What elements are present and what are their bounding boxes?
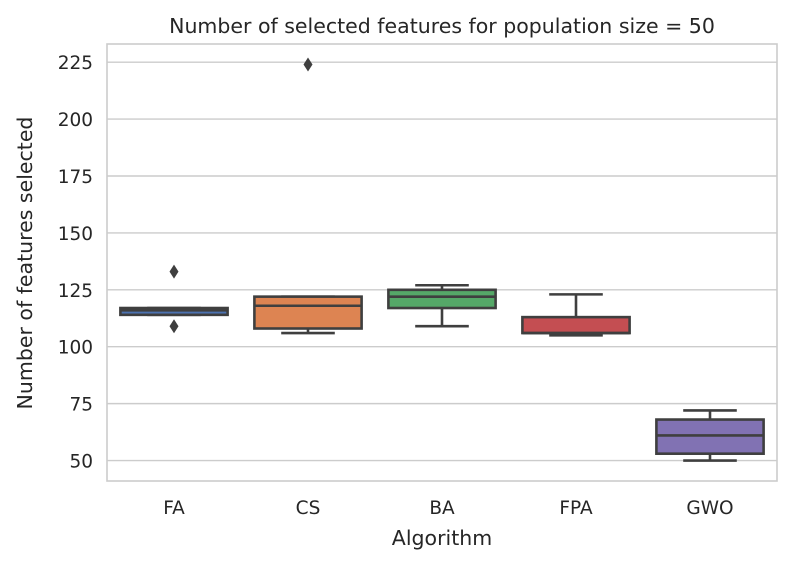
x-axis-label: Algorithm xyxy=(392,526,492,550)
plot-frame xyxy=(106,43,778,482)
chart-title: Number of selected features for populati… xyxy=(169,14,715,38)
x-tick-label: FPA xyxy=(559,498,593,519)
y-tick-label: 175 xyxy=(58,167,93,188)
box-ba xyxy=(387,288,497,310)
box-layer xyxy=(119,57,765,462)
box-fpa xyxy=(521,315,631,335)
y-tick-label: 200 xyxy=(58,110,93,131)
grid-layer xyxy=(107,61,777,462)
x-tick-label: CS xyxy=(296,498,321,519)
y-tick-label: 150 xyxy=(58,224,93,245)
y-tick-label: 225 xyxy=(58,53,93,74)
y-tick-label: 125 xyxy=(58,281,93,302)
tick-layer: 50 75 100 125 150 175 200 225 FA CS BA FPA GWO xyxy=(58,53,734,519)
x-tick-label: BA xyxy=(429,498,455,519)
x-tick-label: GWO xyxy=(686,498,733,519)
outlier-marker xyxy=(169,264,179,279)
y-tick-label: 50 xyxy=(69,452,93,473)
y-tick-label: 75 xyxy=(69,395,93,416)
y-axis-label: Number of features selected xyxy=(13,117,37,410)
outlier-marker xyxy=(303,57,313,72)
x-tick-label: FA xyxy=(163,498,185,519)
outlier-marker xyxy=(169,319,179,334)
y-tick-label: 100 xyxy=(58,338,93,359)
box-cs xyxy=(253,295,363,330)
